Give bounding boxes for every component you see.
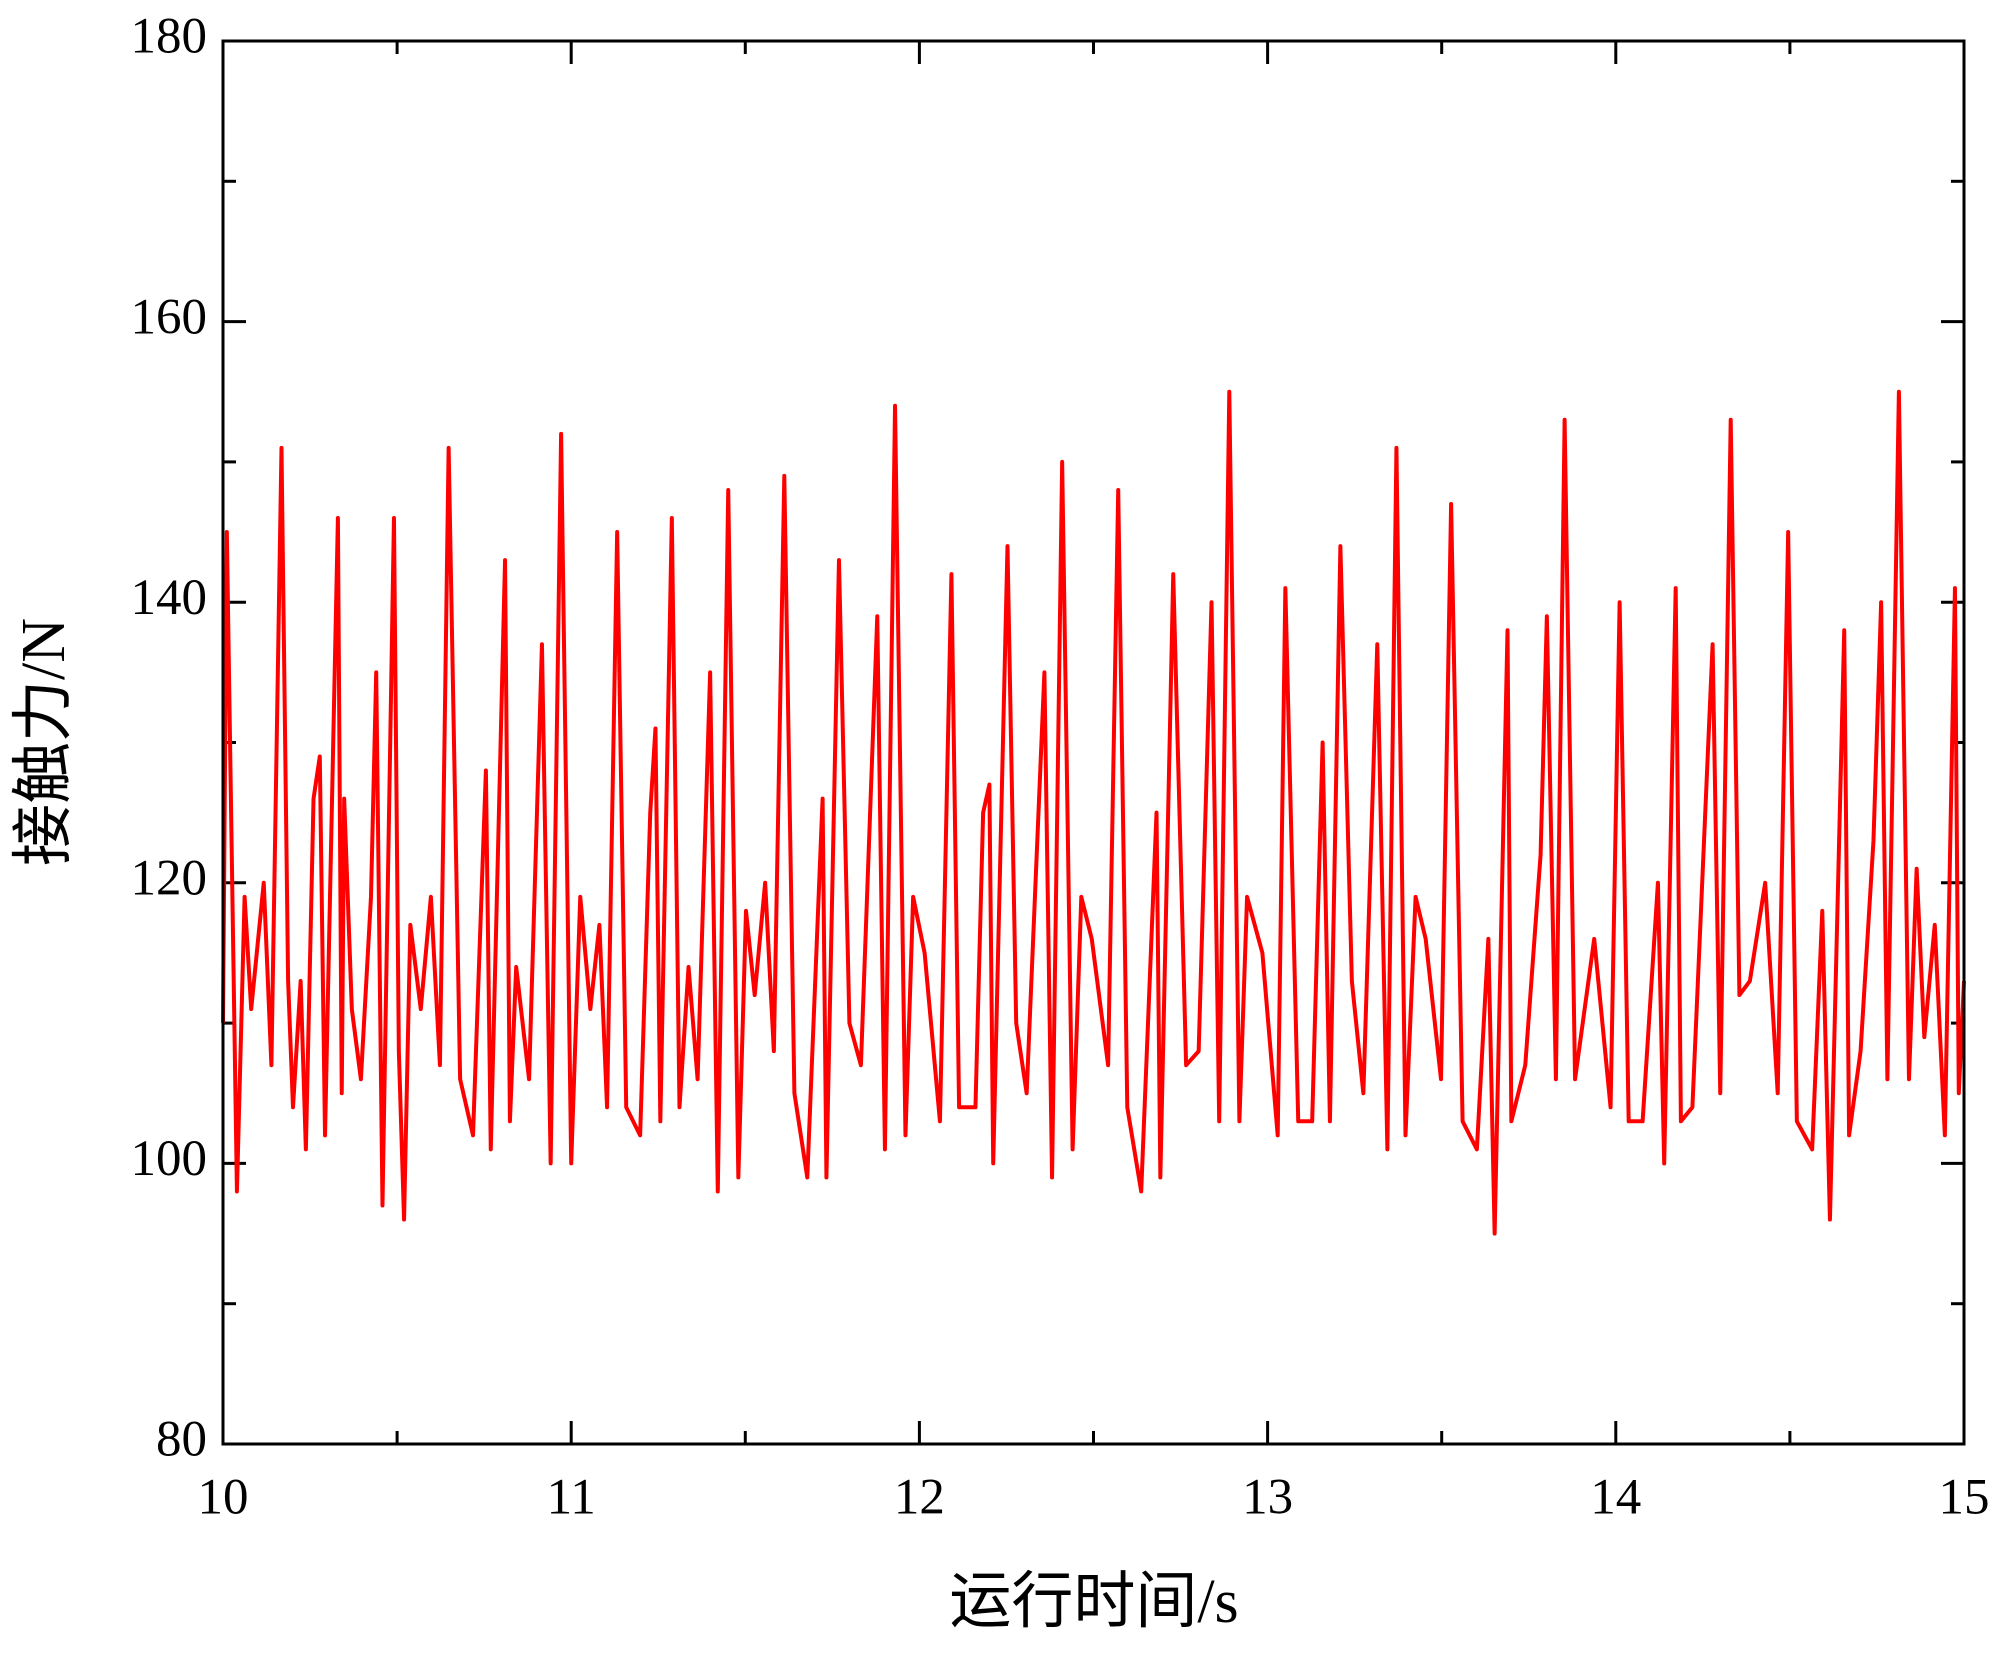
x-axis-label: 运行时间/s (949, 1568, 1238, 1636)
x-tick-label: 11 (547, 1470, 596, 1526)
x-tick-label: 10 (198, 1470, 249, 1526)
y-axis-label: 接触力/N (10, 618, 78, 866)
y-tick-label: 180 (131, 9, 208, 65)
y-tick-label: 100 (131, 1131, 208, 1187)
x-tick-label: 14 (1590, 1470, 1641, 1526)
plot-frame (221, 39, 1966, 1446)
y-tick-label: 160 (131, 289, 208, 345)
y-tick-label: 80 (156, 1412, 207, 1468)
x-tick-label: 13 (1242, 1470, 1293, 1526)
x-tick-label: 15 (1939, 1470, 1990, 1526)
y-tick-label: 120 (131, 851, 208, 907)
x-tick-label: 12 (894, 1470, 945, 1526)
series-line (221, 389, 1966, 1236)
y-tick-label: 140 (131, 570, 208, 626)
